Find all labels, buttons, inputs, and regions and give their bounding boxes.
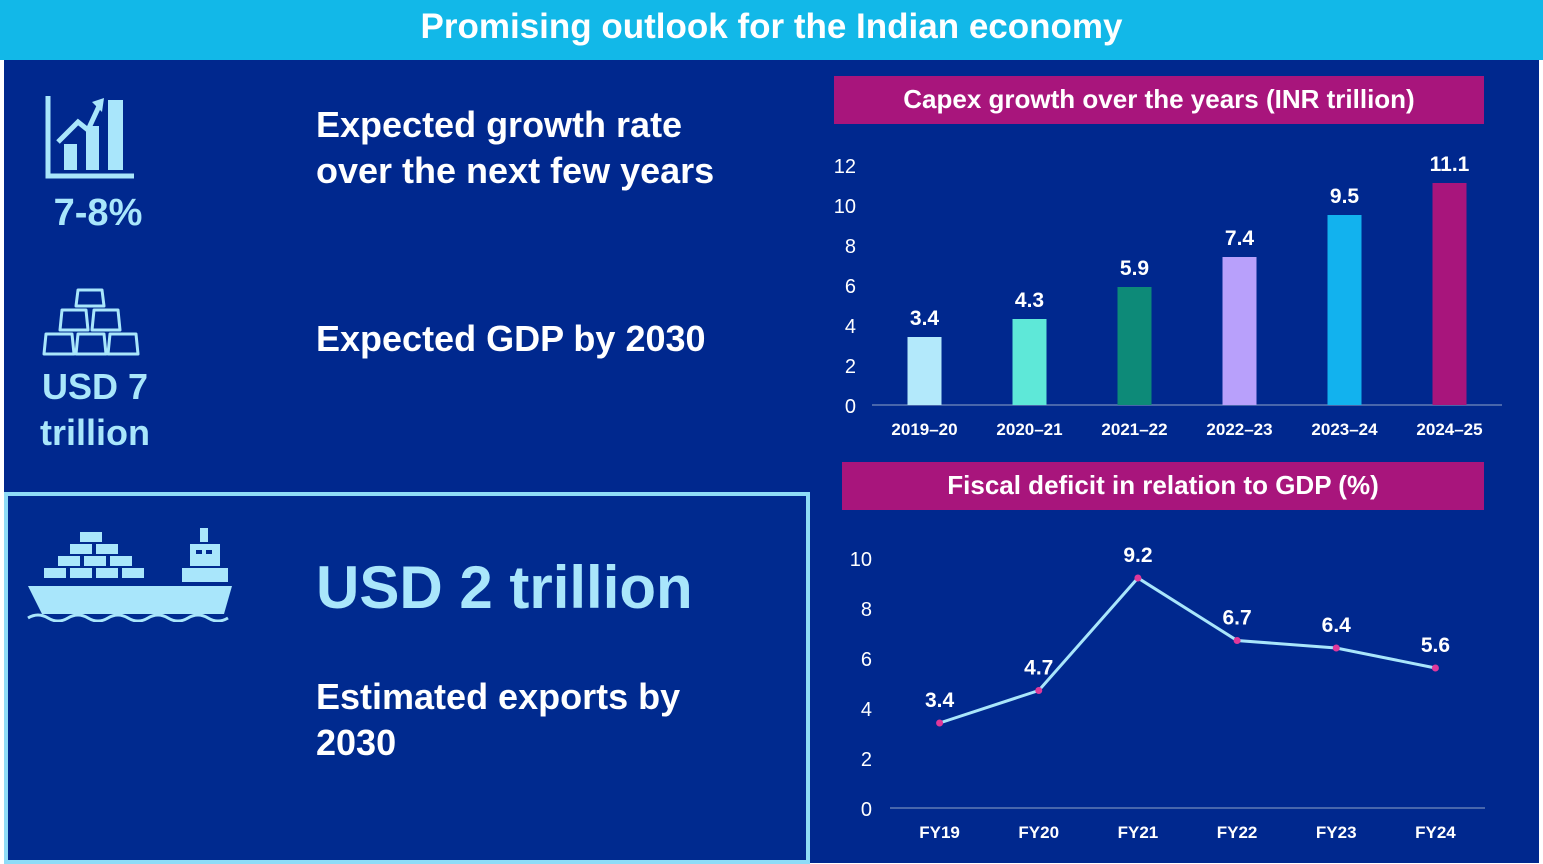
fiscal-data-label: 3.4 xyxy=(925,689,955,712)
capex-ytick-label: 6 xyxy=(845,276,856,298)
page-title: Promising outlook for the Indian economy xyxy=(420,7,1123,46)
header-bar: Promising outlook for the Indian economy xyxy=(0,0,1543,60)
fiscal-xtick-label: FY21 xyxy=(1118,823,1159,842)
fiscal-xtick-label: FY20 xyxy=(1018,823,1059,842)
exports-box xyxy=(4,492,810,864)
capex-data-label: 9.5 xyxy=(1330,185,1360,208)
capex-bar-chart: 0 2 4 6 8 10 12 3.4 2019–20 4.3 2020–21 5.9 2021–22 7… xyxy=(834,153,1502,439)
fiscal-line-chart: 0 2 4 6 8 10 3.4 FY19 4.7 FY20 9.2 FY21 6.7 FY22 6.4 FY… xyxy=(850,544,1485,842)
cargo-ship-icon xyxy=(24,526,240,623)
capex-bar xyxy=(1222,257,1257,405)
fiscal-chart-title: Fiscal deficit in relation to GDP (%) xyxy=(842,462,1484,510)
capex-ytick-label: 10 xyxy=(834,196,856,218)
capex-data-label: 7.4 xyxy=(1225,227,1255,250)
fiscal-ytick-label: 6 xyxy=(861,649,872,671)
fiscal-xtick-label: FY19 xyxy=(919,823,960,842)
gdp-value-line2: trillion xyxy=(40,412,150,453)
capex-bar xyxy=(1012,319,1047,405)
fiscal-ytick-label: 0 xyxy=(861,799,872,821)
fiscal-point xyxy=(1431,664,1439,672)
capex-xtick-label: 2022–23 xyxy=(1206,420,1272,439)
fiscal-series-line xyxy=(939,576,1436,725)
exports-value: USD 2 trillion xyxy=(316,554,693,621)
capex-bar xyxy=(907,337,942,405)
growth-chart-icon xyxy=(44,96,136,184)
capex-ytick-label: 0 xyxy=(845,396,856,418)
growth-rate-desc-line1: Expected growth rate xyxy=(316,104,683,145)
fiscal-point xyxy=(1134,574,1142,582)
fiscal-data-label: 9.2 xyxy=(1123,544,1152,567)
fiscal-point xyxy=(936,719,944,727)
fiscal-point xyxy=(1332,644,1340,652)
capex-bar xyxy=(1432,183,1467,405)
gold-bars-icon xyxy=(42,286,140,356)
capex-xtick-label: 2021–22 xyxy=(1101,420,1167,439)
capex-data-label: 4.3 xyxy=(1015,289,1044,312)
capex-xtick-label: 2019–20 xyxy=(891,420,957,439)
growth-rate-value: 7-8% xyxy=(53,192,143,234)
capex-xtick-label: 2023–24 xyxy=(1311,420,1378,439)
fiscal-point xyxy=(1233,637,1241,644)
gdp-desc: Expected GDP by 2030 xyxy=(316,318,706,359)
fiscal-point xyxy=(1035,687,1043,694)
fiscal-xtick-label: FY22 xyxy=(1217,823,1258,842)
fiscal-data-label: 6.7 xyxy=(1222,607,1251,630)
capex-bar xyxy=(1327,215,1362,405)
capex-ytick-label: 12 xyxy=(834,156,856,178)
capex-data-label: 3.4 xyxy=(910,307,940,330)
fiscal-ytick-label: 8 xyxy=(861,599,872,621)
gdp-value-line1: USD 7 xyxy=(41,366,149,407)
fiscal-xtick-label: FY24 xyxy=(1415,823,1456,842)
fiscal-ytick-label: 10 xyxy=(850,549,872,571)
capex-bar xyxy=(1117,287,1152,405)
fiscal-ytick-label: 2 xyxy=(861,749,872,771)
capex-ytick-label: 2 xyxy=(845,356,856,378)
capex-ytick-label: 8 xyxy=(845,236,856,258)
fiscal-data-label: 6.4 xyxy=(1322,614,1352,637)
capex-chart-title: Capex growth over the years (INR trillio… xyxy=(834,76,1484,124)
capex-data-label: 5.9 xyxy=(1120,257,1149,280)
fiscal-data-label: 4.7 xyxy=(1024,657,1053,680)
fiscal-xtick-label: FY23 xyxy=(1316,823,1357,842)
exports-desc-line1: Estimated exports by xyxy=(316,676,681,717)
capex-xtick-label: 2020–21 xyxy=(996,420,1062,439)
capex-xtick-label: 2024–25 xyxy=(1416,420,1482,439)
growth-rate-desc-line2: over the next few years xyxy=(316,150,715,191)
capex-ytick-label: 4 xyxy=(845,316,856,338)
fiscal-ytick-label: 4 xyxy=(861,699,872,721)
exports-desc-line2: 2030 xyxy=(316,722,397,763)
capex-data-label: 11.1 xyxy=(1430,153,1470,176)
fiscal-data-label: 5.6 xyxy=(1421,634,1450,657)
